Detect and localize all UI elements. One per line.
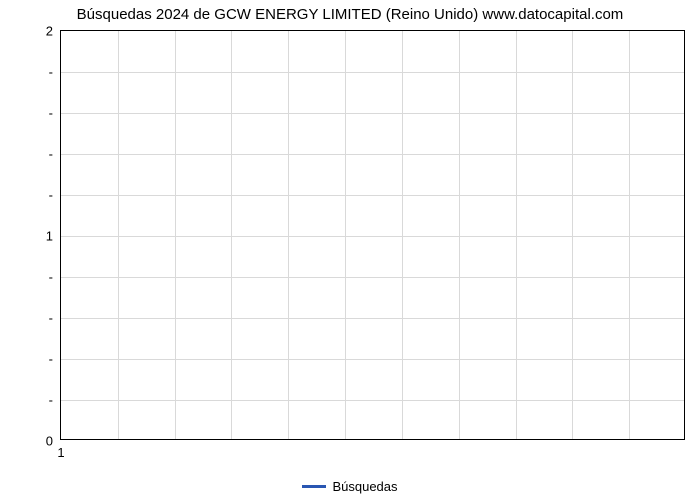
y-tick-label: 1 [46, 229, 53, 244]
y-minor-tick: - [49, 393, 53, 408]
legend-label: Búsquedas [332, 479, 397, 494]
legend: Búsquedas [0, 478, 700, 494]
y-minor-tick: - [49, 311, 53, 326]
gridline-vertical [402, 31, 403, 439]
chart-container: Búsquedas 2024 de GCW ENERGY LIMITED (Re… [0, 0, 700, 500]
gridline-horizontal-minor [61, 400, 684, 401]
gridline-vertical [231, 31, 232, 439]
gridline-horizontal-minor [61, 277, 684, 278]
y-minor-tick: - [49, 270, 53, 285]
chart-title: Búsquedas 2024 de GCW ENERGY LIMITED (Re… [0, 6, 700, 23]
y-minor-tick: - [49, 352, 53, 367]
gridline-vertical [572, 31, 573, 439]
legend-swatch [302, 485, 326, 488]
gridline-vertical [516, 31, 517, 439]
gridline-horizontal-major [61, 236, 684, 237]
gridline-horizontal-minor [61, 195, 684, 196]
gridline-vertical [175, 31, 176, 439]
gridline-horizontal-minor [61, 72, 684, 73]
gridline-horizontal-minor [61, 359, 684, 360]
y-tick-label: 2 [46, 24, 53, 39]
y-minor-tick: - [49, 188, 53, 203]
gridline-vertical [288, 31, 289, 439]
y-minor-tick: - [49, 106, 53, 121]
y-minor-tick: - [49, 147, 53, 162]
gridline-vertical [345, 31, 346, 439]
gridline-vertical [459, 31, 460, 439]
gridline-vertical [118, 31, 119, 439]
gridline-horizontal-minor [61, 113, 684, 114]
y-minor-tick: - [49, 65, 53, 80]
x-tick-label: 1 [57, 445, 64, 460]
gridline-horizontal-minor [61, 154, 684, 155]
gridline-horizontal-minor [61, 318, 684, 319]
gridline-vertical [629, 31, 630, 439]
plot-area: --------0121 [60, 30, 685, 440]
y-tick-label: 0 [46, 434, 53, 449]
